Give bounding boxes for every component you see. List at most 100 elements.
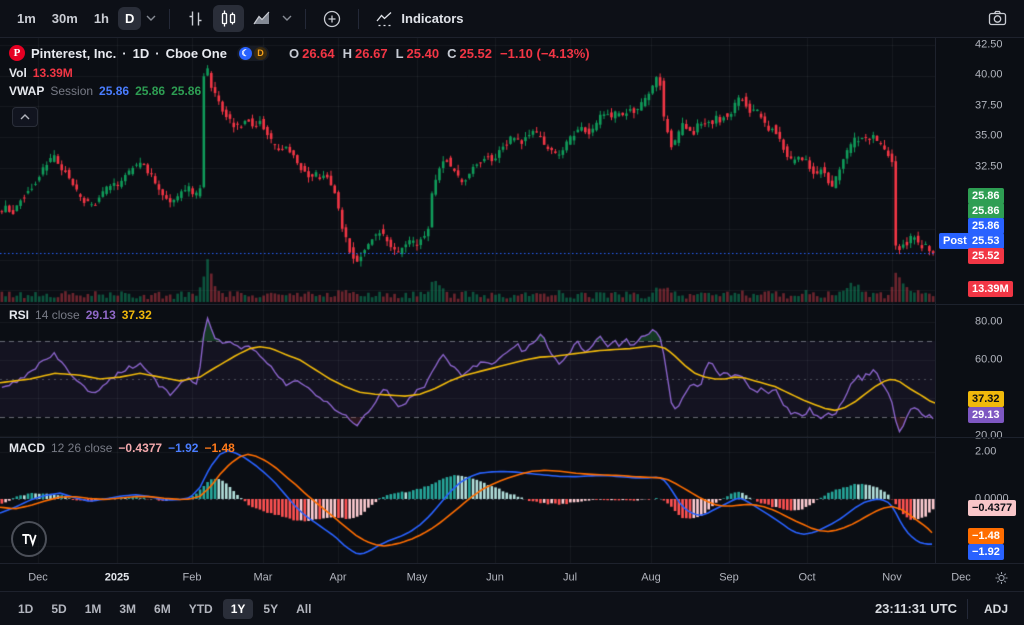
price-axis[interactable]: 42.5040.0037.5035.0032.5030.0027.5025.00… bbox=[935, 38, 1024, 563]
axis-price-tag: −1.92 bbox=[968, 544, 1004, 560]
screenshot-camera-icon[interactable] bbox=[981, 4, 1014, 33]
time-axis-label: Apr bbox=[329, 572, 346, 583]
axis-price-tag: −1.48 bbox=[968, 528, 1004, 544]
price-chart-canvas[interactable] bbox=[0, 38, 935, 563]
price-tick-label: 40.00 bbox=[975, 70, 1003, 81]
vwap-value: 25.86 bbox=[99, 85, 129, 97]
time-axis-label: 2025 bbox=[105, 572, 129, 583]
bottombar-divider bbox=[967, 599, 968, 619]
macd-params: 12 26 close bbox=[51, 442, 112, 454]
macd-signal-value: −1.48 bbox=[204, 442, 234, 454]
bottom-toolbar: 1D 5D 1M 3M 6M YTD 1Y 5Y All 23:11:31 UT… bbox=[0, 591, 1024, 625]
session-d-badge: D bbox=[254, 47, 267, 60]
axis-price-tag: 13.39M bbox=[968, 281, 1013, 297]
axis-price-tag: −0.4377 bbox=[968, 500, 1016, 516]
timeframe-1h-button[interactable]: 1h bbox=[87, 7, 116, 30]
time-axis-label: Sep bbox=[719, 572, 739, 583]
indicators-button[interactable]: Indicators bbox=[369, 4, 469, 33]
axis-price-tag: 29.13 bbox=[968, 407, 1004, 423]
time-axis-label: Mar bbox=[254, 572, 273, 583]
range-6m-button[interactable]: 6M bbox=[146, 599, 179, 619]
chart-type-dropdown-chevron-icon[interactable] bbox=[279, 15, 295, 22]
price-tick-label: 32.50 bbox=[975, 162, 1003, 173]
macd-line-value: −1.92 bbox=[168, 442, 198, 454]
price-tick-label: 35.00 bbox=[975, 131, 1003, 142]
indicators-icon bbox=[375, 9, 394, 28]
vwap-lower-band-value: 25.86 bbox=[171, 85, 201, 97]
axis-price-tag: 25.86 bbox=[968, 188, 1004, 204]
volume-value: 13.39M bbox=[33, 67, 73, 79]
pane-separator-rsi[interactable] bbox=[0, 304, 1024, 305]
axis-price-tag: 25.86 bbox=[968, 203, 1004, 219]
range-1y-button[interactable]: 1Y bbox=[223, 599, 254, 619]
separator-dot: · bbox=[122, 47, 126, 60]
close-value: 25.52 bbox=[459, 47, 492, 60]
range-1m-button[interactable]: 1M bbox=[77, 599, 110, 619]
macd-hist-value: −0.4377 bbox=[118, 442, 162, 454]
toolbar-divider bbox=[358, 9, 359, 29]
macd-pane-legend[interactable]: MACD 12 26 close −0.4377 −1.92 −1.48 bbox=[9, 442, 235, 454]
range-5d-button[interactable]: 5D bbox=[43, 599, 74, 619]
clock-time: 23:11:31 bbox=[875, 602, 926, 615]
range-all-button[interactable]: All bbox=[288, 599, 319, 619]
ohlc-values: O26.64 H26.67 L25.40 C25.52 −1.10 (−4.13… bbox=[289, 47, 590, 60]
vwap-legend-row[interactable]: VWAP Session 25.86 25.86 25.86 bbox=[9, 85, 590, 97]
high-value: 26.67 bbox=[355, 47, 388, 60]
candles-chart-type-icon[interactable] bbox=[213, 5, 244, 32]
vwap-param: Session bbox=[50, 85, 93, 97]
bars-chart-type-icon[interactable] bbox=[180, 5, 211, 32]
timeframe-dropdown-chevron-icon[interactable] bbox=[143, 15, 159, 22]
chart-region: 42.5040.0037.5035.0032.5030.0027.5025.00… bbox=[0, 38, 1024, 563]
time-axis-label: Dec bbox=[951, 572, 971, 583]
clock-timezone: UTC bbox=[930, 602, 957, 615]
time-axis-label: Aug bbox=[641, 572, 661, 583]
vwap-label: VWAP bbox=[9, 85, 44, 97]
separator-dot: · bbox=[155, 47, 159, 60]
pane-separator-macd[interactable] bbox=[0, 437, 1024, 438]
toolbar-divider bbox=[305, 9, 306, 29]
timeframe-d-button[interactable]: D bbox=[118, 7, 141, 30]
axis-price-tag: 25.52 bbox=[968, 248, 1004, 264]
compare-add-symbol-icon[interactable] bbox=[316, 5, 348, 33]
post-market-badge: Post bbox=[939, 233, 971, 249]
chevron-up-icon bbox=[20, 114, 30, 120]
range-ytd-button[interactable]: YTD bbox=[181, 599, 221, 619]
market-status-toggle[interactable]: ☾ D bbox=[237, 46, 269, 61]
time-axis-label: Feb bbox=[183, 572, 202, 583]
rsi-pane-legend[interactable]: RSI 14 close 29.13 37.32 bbox=[9, 309, 152, 321]
price-tick-label: 60.00 bbox=[975, 355, 1003, 366]
low-value: 25.40 bbox=[407, 47, 440, 60]
price-tick-label: 42.50 bbox=[975, 40, 1003, 51]
adjusted-data-toggle[interactable]: ADJ bbox=[978, 599, 1014, 619]
price-tick-label: 2.00 bbox=[975, 447, 996, 458]
macd-label: MACD bbox=[9, 442, 45, 454]
range-3m-button[interactable]: 3M bbox=[111, 599, 144, 619]
tradingview-app: 1m 30m 1h D bbox=[0, 0, 1024, 625]
post-market-moon-icon: ☾ bbox=[239, 47, 252, 60]
axis-price-tag: 25.53 bbox=[968, 233, 1004, 249]
time-axis[interactable]: Dec2025FebMarAprMayJunJulAugSepOctNovDec bbox=[0, 563, 1024, 591]
symbol-exchange: Cboe One bbox=[166, 47, 227, 60]
area-chart-type-icon[interactable] bbox=[246, 5, 277, 32]
axis-price-tag: 25.86 bbox=[968, 218, 1004, 234]
price-tick-label: 80.00 bbox=[975, 317, 1003, 328]
time-axis-label: Oct bbox=[798, 572, 815, 583]
time-axis-settings-gear-icon[interactable] bbox=[994, 570, 1009, 585]
symbol-row[interactable]: P Pinterest, Inc. · 1D · Cboe One ☾ D O2… bbox=[9, 45, 590, 61]
range-1d-button[interactable]: 1D bbox=[10, 599, 41, 619]
change-value: −1.10 (−4.13%) bbox=[500, 47, 590, 60]
rsi-label: RSI bbox=[9, 309, 29, 321]
rsi-ma-value: 37.32 bbox=[122, 309, 152, 321]
symbol-name: Pinterest, Inc. bbox=[31, 47, 116, 60]
timeframe-1m-button[interactable]: 1m bbox=[10, 7, 43, 30]
range-5y-button[interactable]: 5Y bbox=[255, 599, 286, 619]
tradingview-logo[interactable] bbox=[11, 521, 47, 557]
legend-collapse-button[interactable] bbox=[12, 107, 38, 127]
indicators-label: Indicators bbox=[401, 12, 463, 25]
time-axis-label: May bbox=[407, 572, 428, 583]
volume-legend-row[interactable]: Vol 13.39M bbox=[9, 67, 590, 79]
time-axis-label: Dec bbox=[28, 572, 48, 583]
timeframe-30m-button[interactable]: 30m bbox=[45, 7, 85, 30]
rsi-value: 29.13 bbox=[86, 309, 116, 321]
clock[interactable]: 23:11:31 UTC bbox=[875, 602, 957, 615]
